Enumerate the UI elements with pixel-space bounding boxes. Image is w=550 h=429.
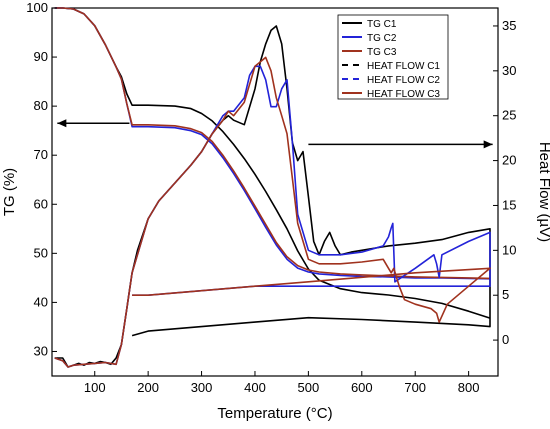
x-tick-label: 800 xyxy=(458,380,480,395)
legend-label-tg-c2: TG C2 xyxy=(367,33,397,44)
y-right-tick-label: 30 xyxy=(502,63,516,78)
legend-box xyxy=(337,14,449,100)
y-left-tick-label: 100 xyxy=(26,0,48,15)
y-right-tick-label: 15 xyxy=(502,197,516,212)
right-axis-title: Heat Flow (µV) xyxy=(536,142,550,242)
x-tick-label: 300 xyxy=(191,380,213,395)
x-tick-label: 100 xyxy=(84,380,106,395)
x-tick-label: 700 xyxy=(404,380,426,395)
legend-label-tg-c3: TG C3 xyxy=(367,47,397,58)
y-left-tick-label: 50 xyxy=(34,245,48,260)
x-tick-label: 600 xyxy=(351,380,373,395)
legend: TG C1 TG C2 TG C3 HEAT FLOW C1 HEAT FLOW… xyxy=(337,14,449,100)
series-layer xyxy=(54,7,491,368)
y-left-tick-label: 60 xyxy=(34,196,48,211)
y-left-tick-label: 80 xyxy=(34,98,48,113)
y-right-tick-label: 25 xyxy=(502,108,516,123)
x-axis-title: Temperature (°C) xyxy=(217,405,332,422)
y-left-tick-label: 30 xyxy=(34,343,48,358)
series-line-heat-flow-c3 xyxy=(54,56,491,368)
plot-frame xyxy=(51,7,499,377)
legend-label-heat-flow-c2: HEAT FLOW C2 xyxy=(367,75,440,86)
y-left-tick-label: 90 xyxy=(34,49,48,64)
y-left-tick-label: 40 xyxy=(34,294,48,309)
y-right-tick-label: 35 xyxy=(502,18,516,33)
x-tick-label: 400 xyxy=(244,380,266,395)
ticks-layer: 100 200 300 400 500 600 700 8003040506070809010… xyxy=(26,0,516,395)
series-line-tg-c3 xyxy=(54,7,491,280)
arrow-right-head xyxy=(483,140,493,149)
annotation-layer xyxy=(57,119,493,149)
y-right-tick-label: 0 xyxy=(502,332,509,347)
y-right-tick-label: 10 xyxy=(502,242,516,257)
legend-label-heat-flow-c1: HEAT FLOW C1 xyxy=(367,61,440,72)
y-right-tick-label: 5 xyxy=(502,287,509,302)
legend-label-heat-flow-c3: HEAT FLOW C3 xyxy=(367,89,440,100)
legend-label-tg-c1: TG C1 xyxy=(367,19,397,30)
y-left-tick-label: 70 xyxy=(34,147,48,162)
left-axis-title: TG (%) xyxy=(1,168,18,216)
arrow-left-head xyxy=(57,119,67,128)
y-right-tick-label: 20 xyxy=(502,153,516,168)
x-tick-label: 500 xyxy=(298,380,320,395)
x-tick-label: 200 xyxy=(137,380,159,395)
